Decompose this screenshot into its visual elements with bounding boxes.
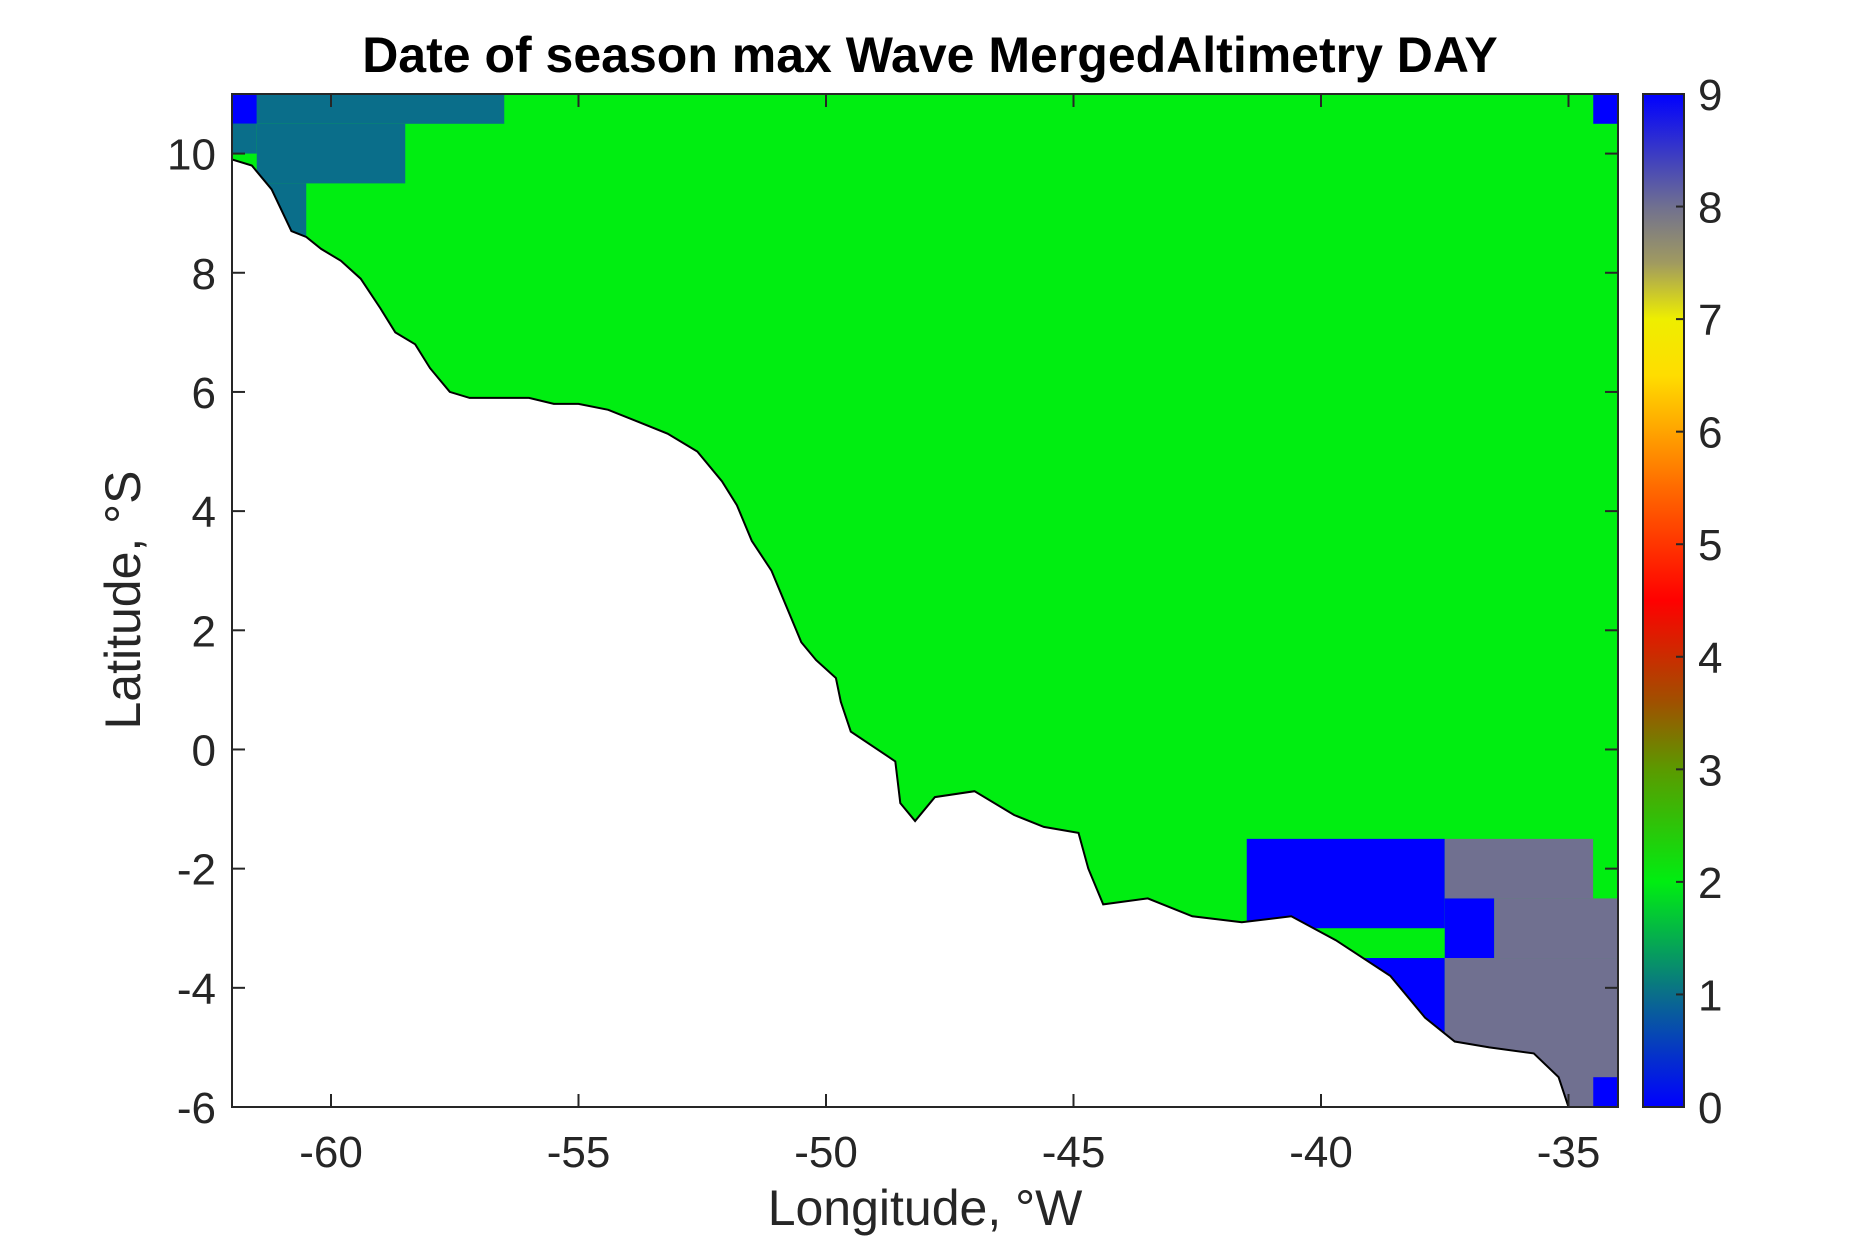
colorbar-tick-label: 4 bbox=[1698, 634, 1722, 683]
x-axis-title: Longitude, °W bbox=[768, 1180, 1083, 1236]
land-mass bbox=[232, 158, 1570, 1107]
y-tick-label: -4 bbox=[177, 965, 216, 1014]
value-cell bbox=[1494, 898, 1618, 959]
value-cell bbox=[1593, 1077, 1618, 1107]
y-tick-label: 10 bbox=[167, 131, 216, 180]
colorbar-tick-label: 8 bbox=[1698, 184, 1722, 233]
y-tick-label: 0 bbox=[192, 726, 216, 775]
colorbar: 0 1 2 3 4 5 6 7 8 9 bbox=[1642, 71, 1722, 1133]
y-axis-ticks: -6 -4 -2 0 2 4 6 8 10 bbox=[167, 131, 1618, 1133]
y-tick-label: 6 bbox=[192, 369, 216, 418]
colorbar-tick-label: 0 bbox=[1698, 1084, 1722, 1133]
colorbar-tick-label: 9 bbox=[1698, 71, 1722, 120]
value-cell bbox=[1246, 838, 1445, 929]
colorbar-ticks: 0 1 2 3 4 5 6 7 8 9 bbox=[1676, 71, 1722, 1133]
y-tick-label: 8 bbox=[192, 250, 216, 299]
plot-area bbox=[232, 94, 1618, 1107]
colorbar-bar bbox=[1642, 93, 1685, 1108]
colorbar-tick-label: 5 bbox=[1698, 521, 1722, 570]
x-tick-label: -45 bbox=[1042, 1128, 1106, 1177]
value-cell bbox=[1593, 94, 1618, 124]
colorbar-tick-label: 2 bbox=[1698, 859, 1722, 908]
colorbar-tick-label: 7 bbox=[1698, 296, 1722, 345]
y-tick-label: -6 bbox=[177, 1084, 216, 1133]
x-axis-ticks: -60 -55 -50 -45 -40 -35 bbox=[299, 94, 1600, 1177]
y-tick-label: 4 bbox=[192, 488, 216, 537]
value-cell bbox=[232, 94, 257, 124]
y-tick-label: -2 bbox=[177, 846, 216, 895]
value-cell bbox=[1444, 898, 1495, 959]
value-cell bbox=[256, 123, 406, 184]
x-tick-label: -55 bbox=[547, 1128, 611, 1177]
colorbar-tick-label: 3 bbox=[1698, 746, 1722, 795]
plot-frame bbox=[231, 93, 1619, 1108]
chart-title: Date of season max Wave MergedAltimetry … bbox=[362, 27, 1498, 83]
x-tick-label: -50 bbox=[794, 1128, 858, 1177]
value-cell bbox=[256, 94, 505, 124]
x-tick-label: -40 bbox=[1289, 1128, 1353, 1177]
y-axis-title: Latitude, °S bbox=[95, 470, 151, 729]
value-cell bbox=[1444, 838, 1594, 899]
y-tick-label: 2 bbox=[192, 607, 216, 656]
value-cell bbox=[232, 123, 257, 154]
colorbar-tick-label: 6 bbox=[1698, 409, 1722, 458]
colorbar-tick-label: 1 bbox=[1698, 971, 1722, 1020]
x-tick-label: -60 bbox=[299, 1128, 363, 1177]
x-tick-label: -35 bbox=[1537, 1128, 1601, 1177]
